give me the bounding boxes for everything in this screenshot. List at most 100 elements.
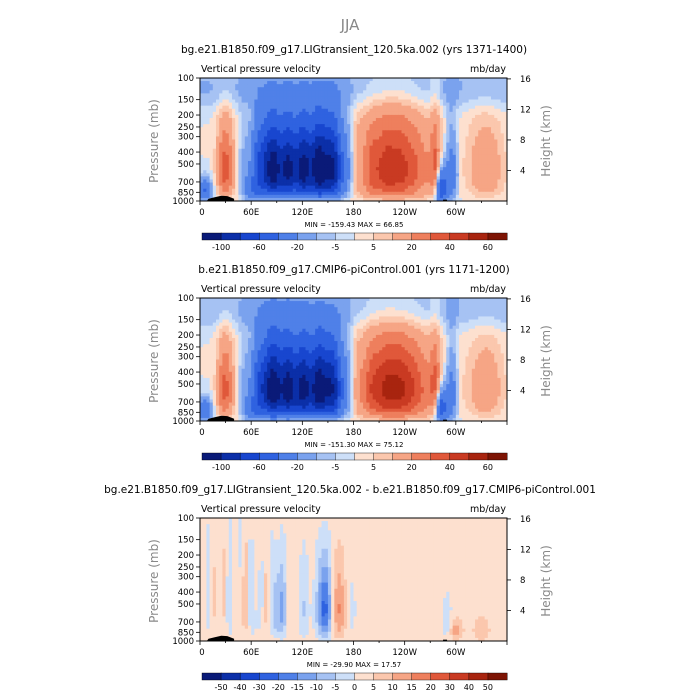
- field-cell: [228, 90, 233, 94]
- field-cell: [398, 124, 402, 128]
- field-cell: [235, 87, 239, 91]
- field-cell: [398, 310, 402, 314]
- field-cell: [382, 179, 386, 183]
- field-cell: [315, 90, 319, 94]
- field-cell: [423, 121, 428, 125]
- field-cell: [388, 304, 393, 308]
- field-cell: [379, 87, 383, 91]
- colorbar-swatch: [487, 232, 508, 241]
- field-cell: [404, 108, 409, 113]
- field-cell: [238, 161, 242, 165]
- field-cell: [340, 304, 345, 308]
- field-cell: [219, 304, 223, 308]
- field-cell: [388, 197, 393, 202]
- field-cell: [225, 102, 230, 107]
- field-cell: [500, 325, 505, 330]
- field-cell: [363, 322, 367, 327]
- field-cell: [331, 298, 335, 302]
- field-cell: [324, 81, 329, 85]
- field-cell: [375, 185, 380, 190]
- field-cell: [356, 124, 361, 128]
- field-cell: [452, 188, 457, 193]
- field-cell: [423, 167, 428, 171]
- field-cell: [215, 157, 220, 162]
- field-cell: [423, 117, 428, 122]
- field-cell: [238, 197, 242, 202]
- field-cell: [231, 99, 236, 104]
- field-cell: [359, 316, 364, 320]
- field-cell: [254, 114, 258, 119]
- field-cell: [417, 102, 422, 107]
- field-cell: [436, 182, 441, 187]
- field-cell: [462, 139, 466, 143]
- field-cell: [286, 322, 290, 327]
- field-cell: [379, 179, 383, 183]
- field-cell: [395, 124, 399, 128]
- field-cell: [407, 133, 412, 137]
- field-cell: [241, 111, 246, 116]
- field-cell: [315, 167, 319, 171]
- field-cell: [308, 136, 313, 140]
- field-cell: [475, 304, 479, 308]
- field-cell: [427, 108, 431, 113]
- field-cell: [257, 142, 262, 147]
- field-cell: [292, 99, 297, 104]
- field-cell: [353, 194, 358, 199]
- field-cell: [404, 93, 409, 97]
- field-cell: [411, 117, 415, 122]
- field-cell: [484, 130, 489, 134]
- field-cell: [433, 108, 438, 113]
- field-cell: [497, 316, 502, 320]
- field-cell: [295, 170, 300, 174]
- field-cell: [439, 191, 444, 196]
- field-cell: [308, 325, 313, 330]
- field-cell: [200, 117, 204, 122]
- field-cell: [382, 157, 386, 162]
- field-cell: [231, 114, 236, 119]
- field-cell: [340, 93, 345, 97]
- field-cell: [283, 164, 287, 168]
- field-cell: [436, 136, 441, 140]
- field-cell: [212, 170, 217, 174]
- field-cell: [212, 179, 217, 183]
- field-cell: [299, 111, 303, 116]
- field-cell: [327, 96, 332, 100]
- field-cell: [417, 90, 422, 94]
- field-cell: [420, 154, 425, 159]
- colorbar-swatch: [373, 232, 394, 241]
- field-cell: [257, 194, 262, 199]
- field-cell: [363, 114, 367, 119]
- field-cell: [443, 139, 447, 143]
- field-cell: [391, 127, 396, 131]
- field-cell: [455, 142, 460, 147]
- field-cell: [385, 105, 390, 110]
- field-cell: [353, 185, 358, 190]
- field-cell: [414, 304, 418, 308]
- field-cell: [468, 298, 473, 302]
- field-cell: [500, 322, 505, 327]
- field-cell: [452, 133, 457, 137]
- field-cell: [433, 304, 438, 308]
- field-cell: [379, 90, 383, 94]
- field-cell: [200, 121, 204, 125]
- field-cell: [503, 307, 508, 311]
- field-cell: [478, 148, 482, 153]
- field-cell: [439, 185, 444, 190]
- field-cell: [494, 151, 498, 156]
- field-cell: [379, 298, 383, 302]
- field-cell: [497, 130, 502, 134]
- field-cell: [423, 151, 428, 156]
- field-cell: [257, 90, 262, 94]
- field-cell: [462, 154, 466, 159]
- field-cell: [292, 84, 297, 88]
- field-cell: [225, 319, 230, 323]
- field-cell: [318, 194, 322, 199]
- field-cell: [200, 90, 204, 94]
- field-cell: [455, 133, 460, 137]
- field-cell: [417, 105, 422, 110]
- field-cell: [225, 130, 230, 134]
- field-cell: [433, 176, 438, 180]
- field-cell: [411, 81, 415, 85]
- field-cell: [436, 108, 441, 113]
- field-cell: [315, 316, 319, 320]
